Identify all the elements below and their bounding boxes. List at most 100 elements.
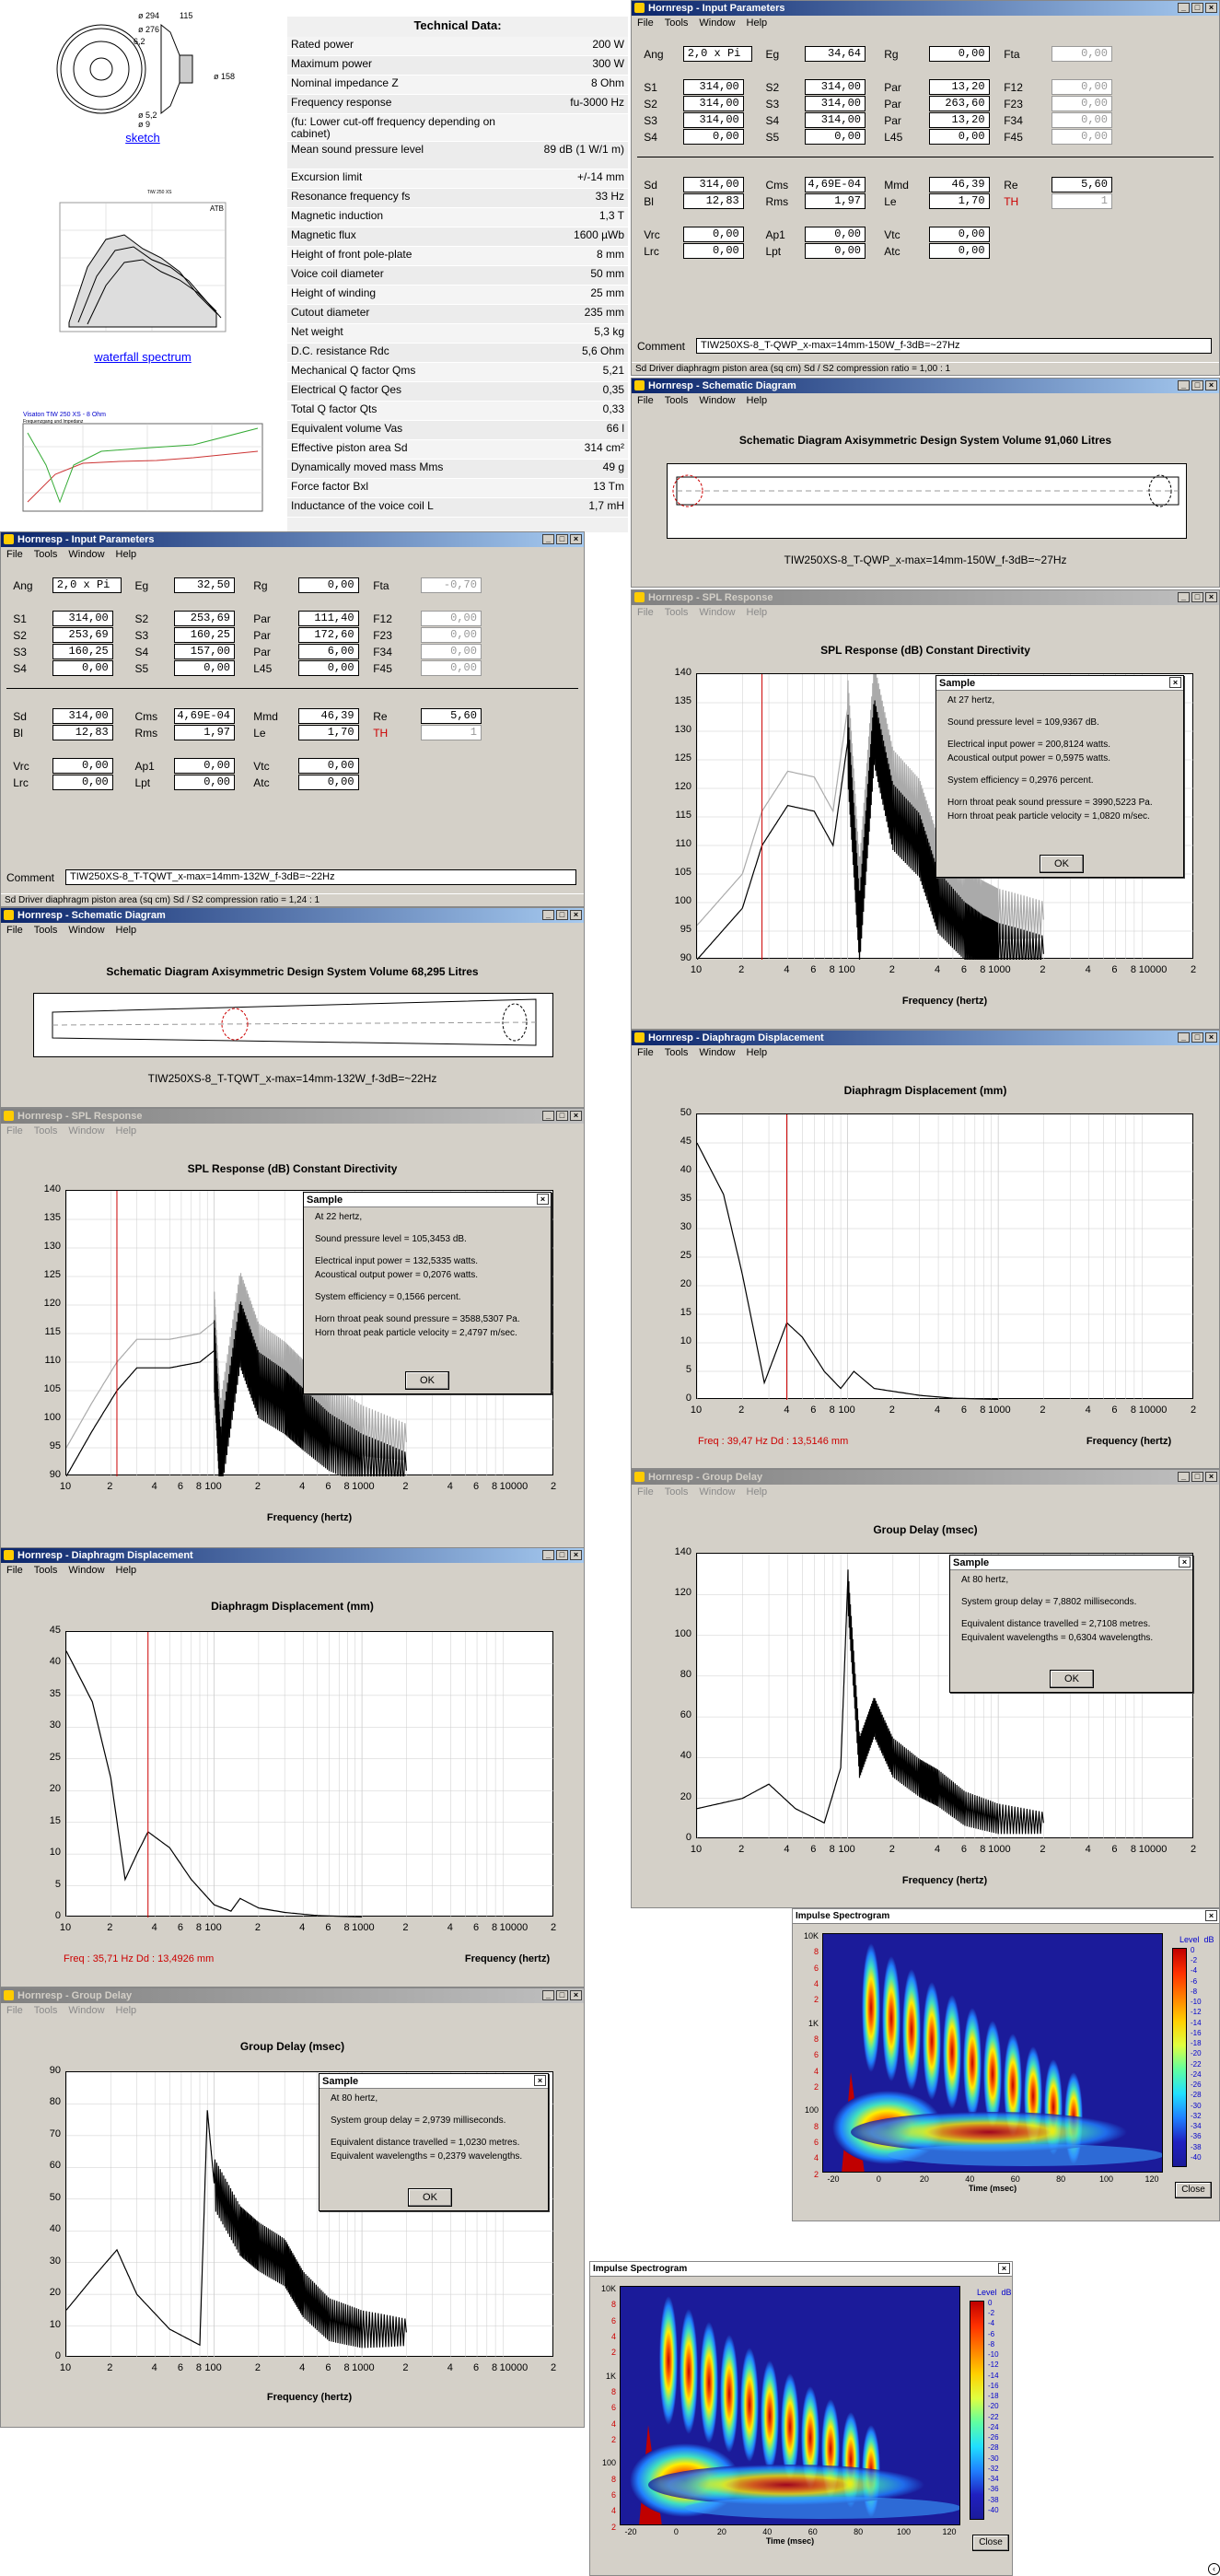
maximize-icon[interactable]: □ (556, 1111, 568, 1121)
param-field[interactable]: 0,00 (805, 227, 866, 242)
menu-tools[interactable]: Tools (33, 925, 58, 936)
param-field[interactable]: 160,25 (52, 644, 113, 659)
param-field[interactable]: 46,39 (297, 708, 359, 724)
param-field[interactable]: 0,00 (297, 775, 359, 790)
menu-help[interactable]: Help (115, 2005, 137, 2016)
ok-button[interactable]: OK (1050, 1670, 1094, 1688)
param-field[interactable]: 1,97 (174, 725, 235, 740)
param-field[interactable]: 0,00 (174, 660, 235, 676)
param-field[interactable]: 0,00 (1051, 129, 1112, 145)
ok-button[interactable]: OK (408, 2188, 452, 2207)
param-field[interactable]: 314,00 (682, 112, 744, 128)
ok-button[interactable]: OK (1040, 855, 1084, 873)
param-field[interactable]: 13,20 (928, 79, 990, 95)
param-field[interactable]: 1,97 (805, 193, 866, 209)
param-field[interactable]: 253,69 (174, 611, 235, 626)
close-icon[interactable]: × (1205, 3, 1217, 13)
maximize-icon[interactable]: □ (1191, 1032, 1203, 1043)
param-field[interactable]: 12,83 (682, 193, 744, 209)
menu-help[interactable]: Help (115, 549, 137, 560)
param-field[interactable]: 0,00 (52, 775, 113, 790)
maximize-icon[interactable]: □ (1191, 3, 1203, 13)
param-field[interactable]: 0,00 (420, 627, 482, 643)
close-button[interactable]: Close (1175, 2182, 1212, 2198)
param-field[interactable]: 0,00 (174, 775, 235, 790)
menu-tools[interactable]: Tools (33, 2005, 58, 2016)
close-icon[interactable]: × (570, 1550, 582, 1560)
param-field[interactable]: 157,00 (174, 644, 235, 659)
param-field[interactable]: 0,00 (420, 660, 482, 676)
menu-tools[interactable]: Tools (33, 1565, 58, 1576)
param-field[interactable]: 0,00 (682, 227, 744, 242)
param-field[interactable]: 32,50 (174, 577, 235, 593)
menu-window[interactable]: Window (699, 607, 736, 618)
menu-help[interactable]: Help (746, 1047, 768, 1058)
maximize-icon[interactable]: □ (556, 534, 568, 544)
param-field[interactable]: 253,69 (52, 627, 113, 643)
param-field[interactable]: 0,00 (1051, 46, 1112, 62)
menu-help[interactable]: Help (746, 395, 768, 406)
comment-field[interactable]: TIW250XS-8_T-QWP_x-max=14mm-150W_f-3dB=~… (696, 338, 1212, 354)
param-field[interactable]: 6,00 (297, 644, 359, 659)
menu-tools[interactable]: Tools (664, 1486, 689, 1498)
menu-file[interactable]: File (6, 2005, 23, 2016)
waterfall-spectrum-link[interactable]: waterfall spectrum (94, 350, 192, 364)
close-icon[interactable]: × (1205, 1032, 1217, 1043)
minimize-icon[interactable]: _ (1178, 592, 1190, 602)
menu-window[interactable]: Window (699, 1486, 736, 1498)
param-field[interactable]: 0,00 (52, 660, 113, 676)
param-field[interactable]: 0,00 (928, 129, 990, 145)
close-icon[interactable]: × (1205, 1910, 1217, 1921)
param-field[interactable]: 0,00 (682, 243, 744, 259)
menu-file[interactable]: File (637, 607, 654, 618)
menu-file[interactable]: File (637, 17, 654, 29)
param-field[interactable]: 0,00 (928, 46, 990, 62)
close-icon[interactable]: × (1205, 1472, 1217, 1482)
menu-file[interactable]: File (637, 1047, 654, 1058)
param-field[interactable]: 0,00 (297, 577, 359, 593)
maximize-icon[interactable]: □ (1191, 1472, 1203, 1482)
param-field[interactable]: 5,60 (420, 708, 482, 724)
minimize-icon[interactable]: _ (1178, 3, 1190, 13)
menu-tools[interactable]: Tools (33, 1125, 58, 1136)
menu-window[interactable]: Window (68, 2005, 105, 2016)
menu-window[interactable]: Window (68, 1125, 105, 1136)
param-field[interactable]: 314,00 (805, 96, 866, 111)
ok-button[interactable]: OK (405, 1371, 449, 1390)
maximize-icon[interactable]: □ (556, 1990, 568, 2000)
param-field[interactable]: 1,70 (928, 193, 990, 209)
close-icon[interactable]: × (1205, 380, 1217, 390)
close-icon[interactable]: × (998, 2263, 1010, 2274)
param-field[interactable]: 46,39 (928, 177, 990, 192)
param-field[interactable]: 2,0 x Pi (682, 46, 752, 62)
param-field[interactable]: 0,00 (1051, 112, 1112, 128)
param-field[interactable]: 314,00 (682, 96, 744, 111)
close-button[interactable]: Close (972, 2535, 1009, 2551)
param-field[interactable]: 0,00 (1051, 79, 1112, 95)
menu-tools[interactable]: Tools (664, 1047, 689, 1058)
menu-window[interactable]: Window (699, 1047, 736, 1058)
menu-file[interactable]: File (637, 1486, 654, 1498)
close-icon[interactable]: × (534, 2075, 546, 2086)
param-field[interactable]: 0,00 (928, 227, 990, 242)
menu-window[interactable]: Window (68, 549, 105, 560)
param-field[interactable]: 34,64 (805, 46, 866, 62)
scroll-arrow-icon[interactable]: ‹ (1208, 2563, 1220, 2575)
param-field[interactable]: 0,00 (420, 644, 482, 659)
param-field[interactable]: 0,00 (682, 129, 744, 145)
param-field[interactable]: 314,00 (805, 112, 866, 128)
close-icon[interactable]: × (1179, 1556, 1191, 1568)
param-field[interactable]: 0,00 (420, 611, 482, 626)
minimize-icon[interactable]: _ (1178, 380, 1190, 390)
close-icon[interactable]: × (570, 1990, 582, 2000)
param-field[interactable]: 314,00 (52, 611, 113, 626)
param-field[interactable]: 1 (1051, 193, 1112, 209)
param-field[interactable]: 0,00 (805, 129, 866, 145)
param-field[interactable]: 0,00 (805, 243, 866, 259)
minimize-icon[interactable]: _ (542, 910, 554, 920)
param-field[interactable]: 0,00 (174, 758, 235, 774)
close-icon[interactable]: × (570, 910, 582, 920)
param-field[interactable]: 1,70 (297, 725, 359, 740)
minimize-icon[interactable]: _ (1178, 1472, 1190, 1482)
param-field[interactable]: 0,00 (297, 758, 359, 774)
